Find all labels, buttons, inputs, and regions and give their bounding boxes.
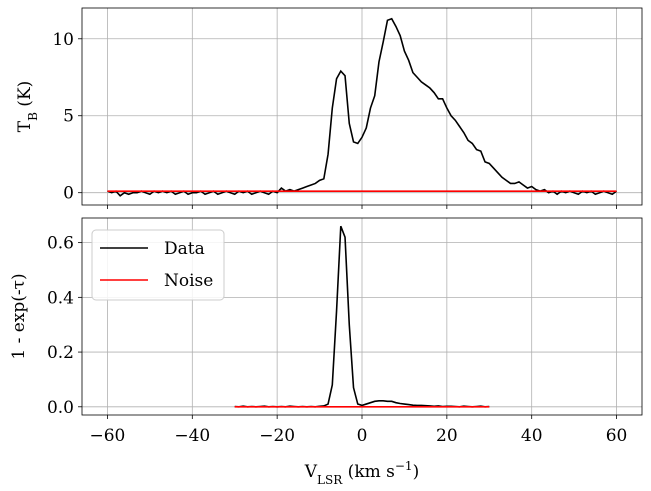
x-tick-label: 60 [606,426,628,446]
x-axis-label: VLSR (km s−1) [304,459,419,487]
x-tick-label: 20 [436,426,458,446]
axes-frame [81,217,643,416]
axes-frame [81,7,643,206]
x-tick-label: 0 [357,426,368,446]
y-tick-label: 0.2 [47,343,74,363]
data-line [107,17,618,197]
x-tick-label: −60 [90,426,126,446]
y-axis-label: 1 - exp(-τ) [9,273,29,359]
y-tick-label: 0.6 [47,234,74,254]
y-tick-label: 0 [63,184,74,204]
legend-label: Noise [164,271,213,291]
y-tick-label: 10 [52,30,74,50]
x-tick-label: 40 [521,426,543,446]
y-tick-label: 5 [63,107,74,127]
y-tick-label: 0.4 [47,288,74,308]
y-tick-label: 0.0 [47,398,74,418]
y-axis-label: TB (K) [15,81,40,133]
x-tick-label: −40 [174,426,210,446]
legend-label: Data [164,239,205,259]
x-tick-label: −20 [259,426,295,446]
